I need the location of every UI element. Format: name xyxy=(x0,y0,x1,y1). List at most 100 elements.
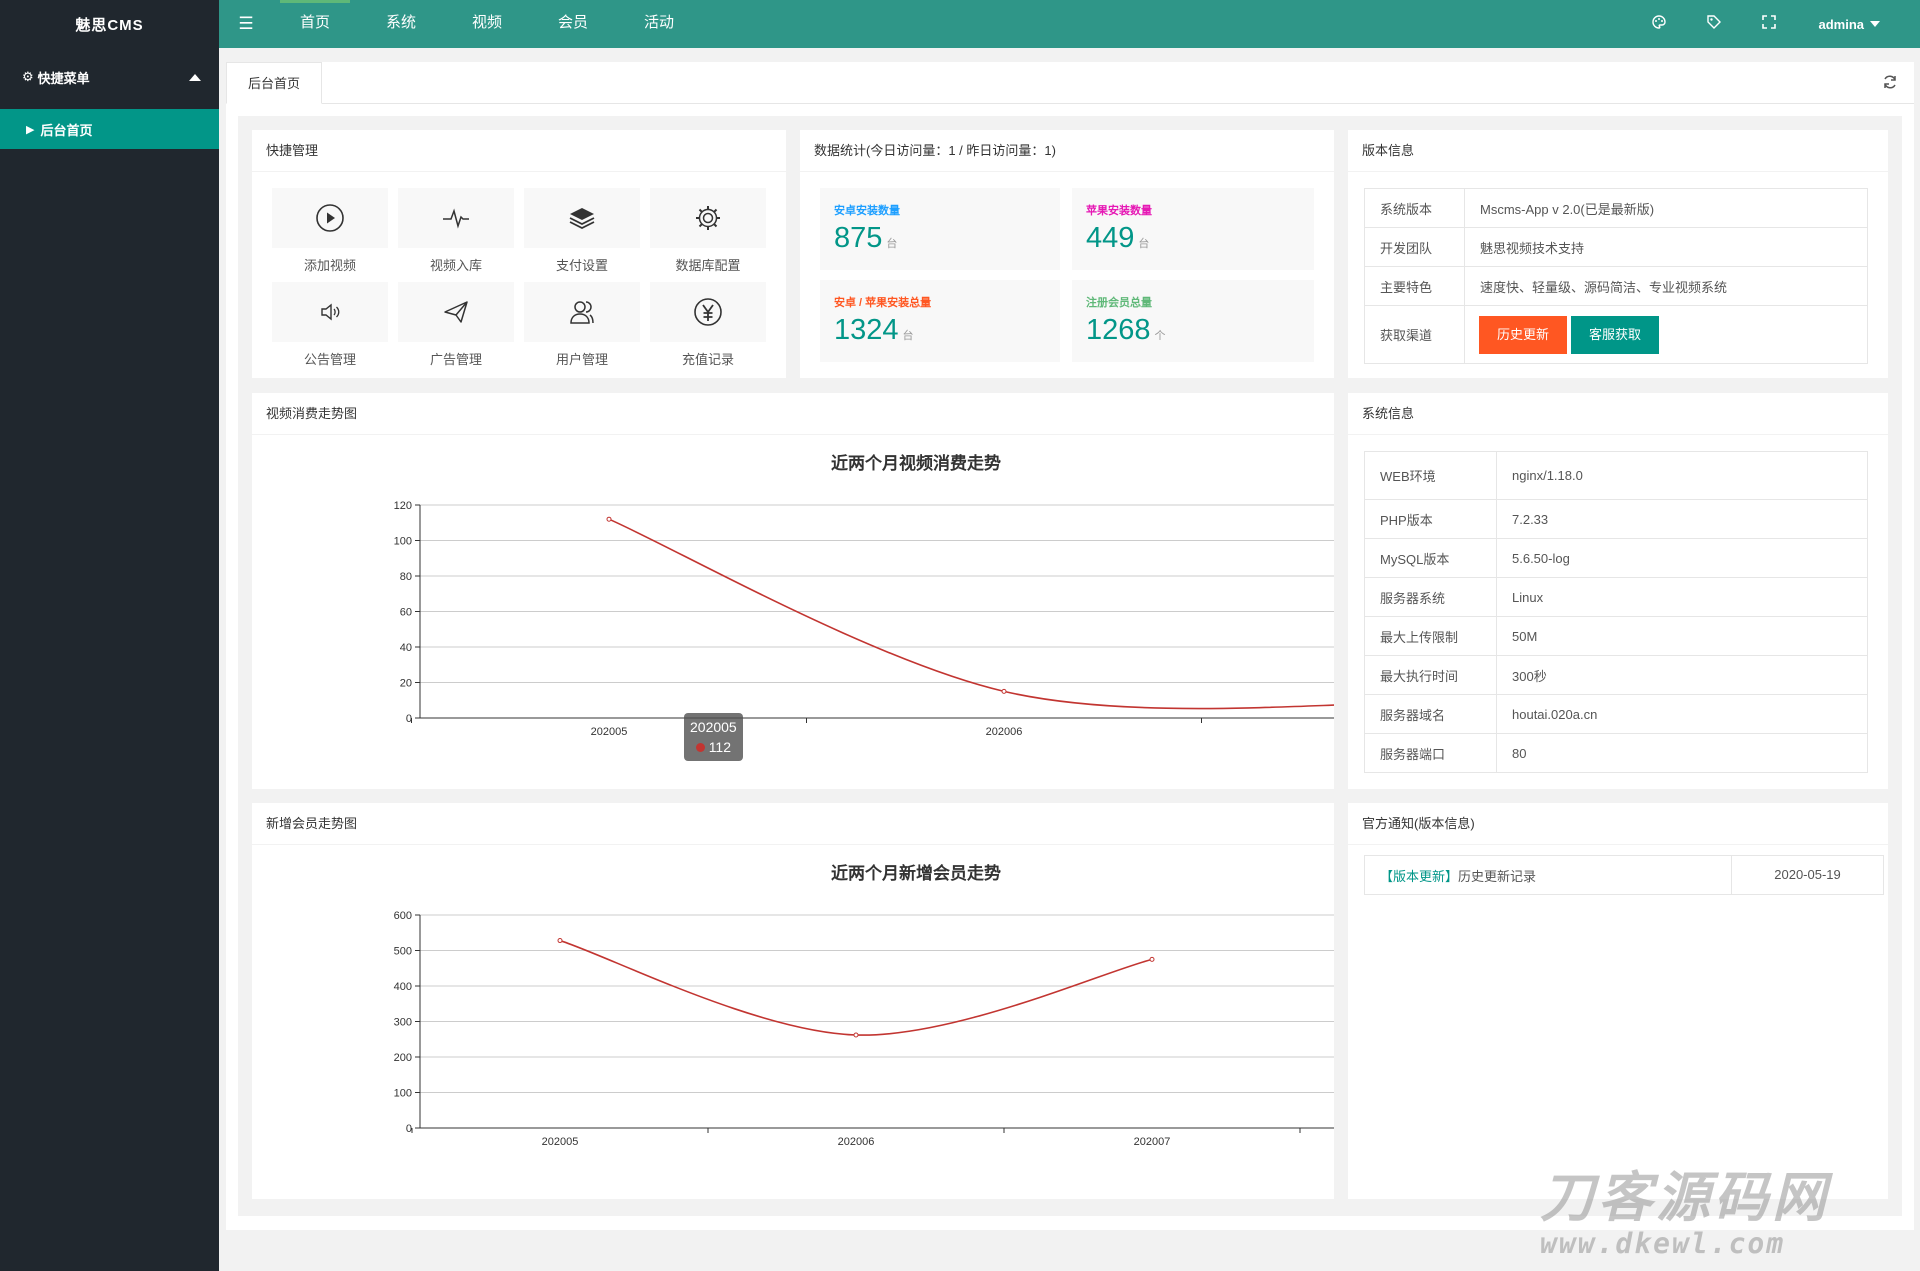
stat-ios-installs: 苹果安装数量 449 台 xyxy=(1072,188,1314,270)
card-title: 新增会员走势图 xyxy=(252,803,1334,845)
info-key: 系统版本 xyxy=(1364,188,1465,228)
x-tick-label: 202006 xyxy=(838,1136,875,1148)
quick-video-import[interactable]: 视频入库 xyxy=(398,188,514,282)
table-row: PHP版本 7.2.33 xyxy=(1364,499,1868,539)
tooltip-label: 202005 xyxy=(690,719,737,735)
tab-bar: 后台首页 xyxy=(226,62,1914,104)
quick-ad-manage[interactable]: 广告管理 xyxy=(398,282,514,376)
quick-label: 公告管理 xyxy=(303,352,356,367)
stat-value: 449 xyxy=(1086,222,1135,254)
y-tick-label: 0 xyxy=(406,1123,412,1135)
menu-toggle-icon[interactable]: ☰ xyxy=(238,14,254,33)
info-key: 最大上传限制 xyxy=(1364,616,1497,656)
member-chart-card: 新增会员走势图 近两个月新增会员走势 0 100 200 300 400 500 600 20… xyxy=(252,803,1334,1199)
main-area: 后台首页 快捷管理 添加视频 视频入库 支付设置 xyxy=(226,62,1914,1230)
system-table: WEB环境 nginx/1.18.0 PHP版本 7.2.33 MySQL版本 5.6… xyxy=(1364,451,1868,773)
chart-title: 近两个月视频消费走势 xyxy=(831,454,1001,473)
sidebar-item-home[interactable]: ▶ 后台首页 xyxy=(0,109,219,149)
play-icon xyxy=(316,204,344,232)
quick-database-config[interactable]: 数据库配置 xyxy=(650,188,766,282)
series-line xyxy=(559,939,1153,1036)
table-row: 最大执行时间 300秒 xyxy=(1364,655,1868,695)
table-row: 服务器域名 houtai.020a.cn xyxy=(1364,694,1868,734)
info-key: PHP版本 xyxy=(1364,499,1497,539)
info-key: 开发团队 xyxy=(1364,227,1465,267)
notice-item[interactable]: 【版本更新】历史更新记录 2020-05-19 xyxy=(1364,855,1884,895)
user-menu[interactable]: admina xyxy=(1818,17,1880,32)
quick-label: 充值记录 xyxy=(681,352,734,367)
stat-label: 注册会员总量 xyxy=(1086,297,1152,309)
stat-grid: 安卓安装数量 875 台 苹果安装数量 449 台 安卓 / 苹果安装总量 1324… xyxy=(820,188,1314,362)
history-update-button[interactable]: 历史更新 xyxy=(1479,315,1568,354)
speaker-icon xyxy=(321,303,340,321)
quick-recharge-record[interactable]: 充值记录 xyxy=(650,282,766,376)
tag-icon[interactable] xyxy=(1686,14,1741,34)
top-nav: 首页 系统 视频 会员 活动 xyxy=(272,0,702,48)
tab-home[interactable]: 后台首页 xyxy=(226,62,322,104)
version-table: 系统版本 Mscms-App v 2.0(已是最新版) 开发团队 魅思视频技术支持 … xyxy=(1364,188,1868,364)
refresh-icon[interactable] xyxy=(1882,74,1898,95)
series-dot-icon xyxy=(695,743,705,752)
y-tick-label: 300 xyxy=(394,1017,412,1029)
tooltip-value: 112 xyxy=(708,739,732,755)
quick-label: 数据库配置 xyxy=(675,258,741,273)
nav-home[interactable]: 首页 xyxy=(272,0,358,48)
stat-unit: 个 xyxy=(1154,330,1166,342)
info-value: 300秒 xyxy=(1496,655,1868,695)
table-row: WEB环境 nginx/1.18.0 xyxy=(1364,451,1868,500)
stat-unit: 台 xyxy=(886,238,898,250)
card-title: 官方通知(版本信息) xyxy=(1348,803,1888,845)
y-tick-label: 20 xyxy=(400,678,412,690)
quick-add-video[interactable]: 添加视频 xyxy=(272,188,388,282)
sidebar-group-label: 快捷菜单 xyxy=(37,70,90,86)
sidebar-group-quick-menu[interactable]: ⚙ 快捷菜单 xyxy=(0,48,219,106)
y-tick-label: 100 xyxy=(394,536,412,548)
user-name: admina xyxy=(1818,16,1864,32)
yen-icon xyxy=(694,298,722,326)
quick-notice-manage[interactable]: 公告管理 xyxy=(272,282,388,376)
dashboard-content: 快捷管理 添加视频 视频入库 支付设置 数据库配置 xyxy=(238,116,1902,1216)
quick-label: 添加视频 xyxy=(303,258,356,273)
x-tick-label: 202007 xyxy=(1134,1136,1171,1148)
y-tick-label: 100 xyxy=(394,1088,412,1100)
pulse-icon xyxy=(443,208,469,229)
table-row: 开发团队 魅思视频技术支持 xyxy=(1364,227,1868,267)
card-title: 快捷管理 xyxy=(252,130,786,172)
info-key: 获取渠道 xyxy=(1364,305,1465,364)
stat-total-installs: 安卓 / 苹果安装总量 1324 台 xyxy=(820,280,1060,362)
quick-payment-settings[interactable]: 支付设置 xyxy=(524,188,640,282)
table-row: 最大上传限制 50M xyxy=(1364,616,1868,656)
nav-video[interactable]: 视频 xyxy=(471,14,502,31)
y-tick-label: 500 xyxy=(394,946,412,958)
quick-user-manage[interactable]: 用户管理 xyxy=(524,282,640,376)
y-tick-label: 600 xyxy=(394,910,412,922)
chart-title: 近两个月新增会员走势 xyxy=(831,864,1001,883)
quick-label: 视频入库 xyxy=(429,258,482,273)
triangle-right-icon: ▶ xyxy=(26,123,35,136)
nav-member[interactable]: 会员 xyxy=(557,14,588,31)
card-title: 版本信息 xyxy=(1348,130,1888,172)
new-member-chart: 0 100 200 300 400 500 600 202005 202006 202007 xyxy=(394,910,1334,1148)
data-point xyxy=(1149,956,1155,962)
theme-icon[interactable] xyxy=(1631,14,1686,34)
nav-activity[interactable]: 活动 xyxy=(643,14,674,31)
notice-text[interactable]: 历史更新记录 xyxy=(1458,868,1537,884)
info-value: 7.2.33 xyxy=(1496,499,1868,539)
quick-manage-card: 快捷管理 添加视频 视频入库 支付设置 数据库配置 xyxy=(252,130,786,378)
stat-label: 安卓安装数量 xyxy=(834,205,900,217)
y-tick-label: 400 xyxy=(394,981,412,993)
video-chart-card: 视频消费走势图 近两个月视频消费走势 0 20 40 60 80 100 120 202005… xyxy=(252,393,1334,789)
watermark: 刀客源码网 www.dkewl.com xyxy=(1540,1168,1910,1268)
service-get-button[interactable]: 客服获取 xyxy=(1571,315,1660,354)
stat-android-installs: 安卓安装数量 875 台 xyxy=(820,188,1060,270)
stat-value: 1324 xyxy=(834,314,899,346)
table-row: 获取渠道 历史更新 客服获取 xyxy=(1364,305,1868,364)
y-tick-label: 0 xyxy=(406,713,412,725)
fullscreen-icon[interactable] xyxy=(1741,15,1796,33)
chart-tooltip: 202005 112 xyxy=(684,713,743,761)
official-notice-card: 官方通知(版本信息) 【版本更新】历史更新记录 2020-05-19 xyxy=(1348,803,1888,1199)
notice-tag[interactable]: 【版本更新】 xyxy=(1380,868,1459,884)
stat-registered-members: 注册会员总量 1268 个 xyxy=(1072,280,1314,362)
nav-system[interactable]: 系统 xyxy=(385,14,416,31)
top-bar: 魅思CMS ☰ 首页 系统 视频 会员 活动 admina xyxy=(0,0,1920,48)
